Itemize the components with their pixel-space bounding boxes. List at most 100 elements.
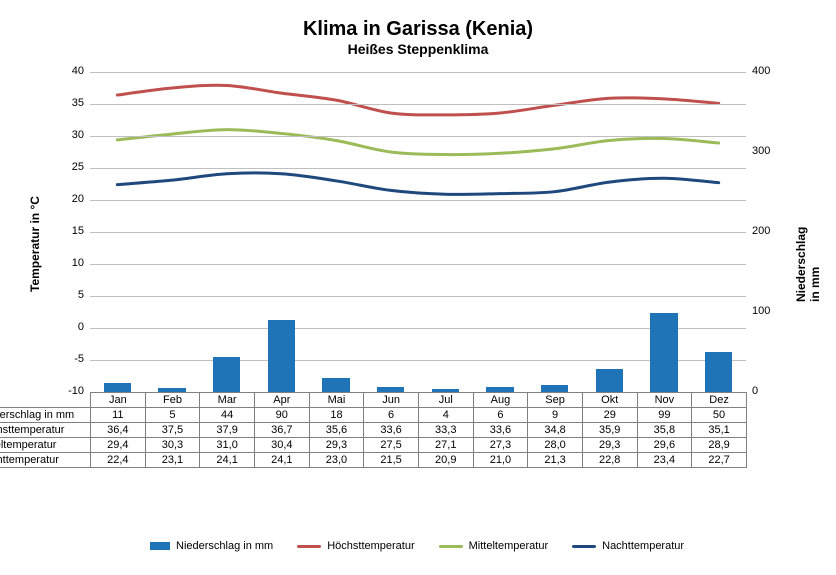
table-cell: 35,1 [692, 423, 747, 438]
precip-bar [104, 383, 131, 392]
y-right-tick: 300 [752, 145, 770, 157]
table-corner [0, 393, 91, 408]
table-cell: 30,4 [254, 438, 309, 453]
table-cell: 23,1 [145, 453, 200, 468]
legend-swatch [439, 545, 463, 548]
table-cell: 29,3 [582, 438, 637, 453]
table-header-cell: Aug [473, 393, 528, 408]
table-header-cell: Mai [309, 393, 364, 408]
precip-bar [268, 320, 295, 392]
table-row-head: Niederschlag in mm [0, 408, 91, 423]
precip-bar [596, 369, 623, 392]
y-left-tick: -5 [54, 353, 84, 365]
table-cell: 11 [91, 408, 146, 423]
table-header-cell: Jun [364, 393, 419, 408]
table-row: Höchsttemperatur36,437,537,936,735,633,6… [0, 423, 746, 438]
table-cell: 23,0 [309, 453, 364, 468]
legend-item: Mitteltemperatur [439, 540, 548, 552]
table-cell: 24,1 [254, 453, 309, 468]
table-header-cell: Apr [254, 393, 309, 408]
table-cell: 33,6 [364, 423, 419, 438]
table-cell: 22,4 [91, 453, 146, 468]
table-header-cell: Okt [582, 393, 637, 408]
legend-label: Höchsttemperatur [327, 540, 414, 552]
gridline [90, 264, 746, 265]
table-cell: 99 [637, 408, 692, 423]
table-cell: 22,7 [692, 453, 747, 468]
table-cell: 90 [254, 408, 309, 423]
precip-bar [213, 357, 240, 392]
chart-subtitle: Heißes Steppenklima [0, 41, 836, 57]
table-cell: 35,6 [309, 423, 364, 438]
legend-label: Nachttemperatur [602, 540, 684, 552]
table-cell: 34,8 [528, 423, 583, 438]
gridline [90, 232, 746, 233]
table-cell: 21,5 [364, 453, 419, 468]
table-cell: 35,8 [637, 423, 692, 438]
y-left-tick: 30 [54, 129, 84, 141]
y-left-tick: 20 [54, 193, 84, 205]
y-left-tick: 0 [54, 321, 84, 333]
legend: Niederschlag in mm Höchsttemperatur Mittel… [150, 540, 684, 552]
data-table: JanFebMarAprMaiJunJulAugSepOktNovDez Nied… [0, 392, 747, 468]
table-cell: 37,9 [200, 423, 255, 438]
y-right-axis-label: Niederschlag in mm [794, 227, 822, 302]
table-header-cell: Sep [528, 393, 583, 408]
y-left-tick: 25 [54, 161, 84, 173]
table-cell: 33,3 [418, 423, 473, 438]
table-cell: 5 [145, 408, 200, 423]
mean-line [117, 130, 718, 155]
legend-label: Niederschlag in mm [176, 540, 273, 552]
precip-bar [650, 313, 677, 392]
legend-swatch [572, 545, 596, 548]
y-right-tick: 0 [752, 385, 758, 397]
precip-bar [705, 352, 732, 392]
table-cell: 4 [418, 408, 473, 423]
table-cell: 35,9 [582, 423, 637, 438]
table-row: Nachttemperatur22,423,124,124,123,021,52… [0, 453, 746, 468]
y-left-tick: 5 [54, 289, 84, 301]
table-cell: 36,7 [254, 423, 309, 438]
table-header-cell: Feb [145, 393, 200, 408]
table-cell: 29,6 [637, 438, 692, 453]
table-cell: 27,1 [418, 438, 473, 453]
table-cell: 18 [309, 408, 364, 423]
chart-title: Klima in Garissa (Kenia) [0, 0, 836, 41]
table-cell: 6 [473, 408, 528, 423]
table-cell: 29,3 [309, 438, 364, 453]
table-cell: 36,4 [91, 423, 146, 438]
y-left-tick: 40 [54, 65, 84, 77]
plot-area: -10-505101520253035400100200300400 [90, 72, 746, 392]
gridline [90, 296, 746, 297]
y-left-tick: 35 [54, 97, 84, 109]
gridline [90, 328, 746, 329]
table-header-cell: Jul [418, 393, 473, 408]
precip-bar [322, 378, 349, 392]
table-header-cell: Nov [637, 393, 692, 408]
y-right-tick: 200 [752, 225, 770, 237]
y-left-tick: 15 [54, 225, 84, 237]
table-header-cell: Dez [692, 393, 747, 408]
high-line [117, 85, 718, 115]
table-cell: 28,9 [692, 438, 747, 453]
table-cell: 50 [692, 408, 747, 423]
gridline [90, 104, 746, 105]
legend-swatch [297, 545, 321, 548]
gridline [90, 72, 746, 73]
y-left-tick: 10 [54, 257, 84, 269]
table-cell: 27,5 [364, 438, 419, 453]
precip-bar [541, 385, 568, 392]
y-right-tick: 100 [752, 305, 770, 317]
table-header-cell: Mar [200, 393, 255, 408]
legend-item: Niederschlag in mm [150, 540, 273, 552]
table-cell: 44 [200, 408, 255, 423]
table-cell: 29 [582, 408, 637, 423]
table-header-cell: Jan [91, 393, 146, 408]
gridline [90, 360, 746, 361]
gridline [90, 200, 746, 201]
low-line [117, 173, 718, 195]
table-row: Niederschlag in mm1154490186469299950 [0, 408, 746, 423]
y-left-axis-label: Temperatur in °C [28, 196, 42, 292]
y-right-tick: 400 [752, 65, 770, 77]
table-cell: 21,3 [528, 453, 583, 468]
